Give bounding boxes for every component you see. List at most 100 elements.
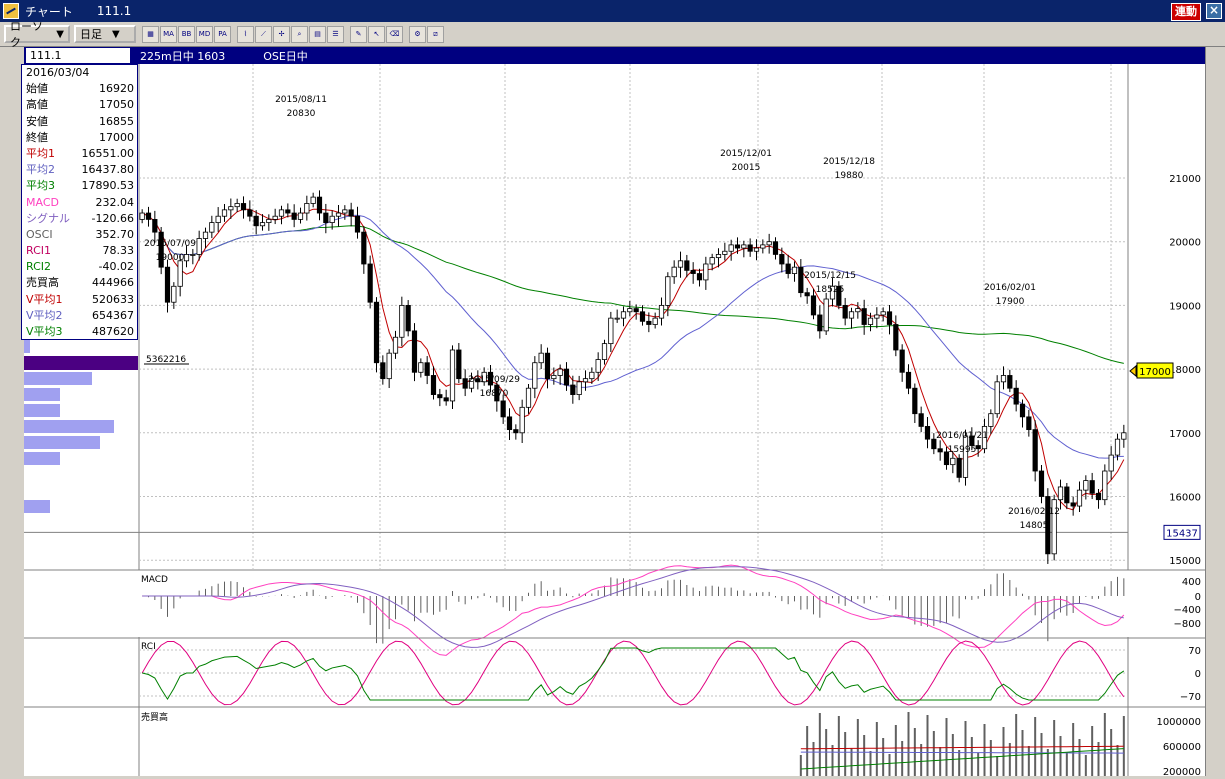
candle-type-dropdown[interactable]: ローソク ▼ [4,20,70,49]
pen-icon[interactable]: ✎ [350,25,367,43]
candle-body [177,260,183,287]
print-icon[interactable]: ▤ [309,25,326,43]
volume-profile-bar [24,420,114,433]
candle-body [766,241,772,246]
candle-body [722,250,728,255]
candle-body [139,212,145,220]
candle-body [443,397,449,402]
candle-body [867,317,874,325]
cursor-icon[interactable]: ✢ [273,25,290,43]
chart-type-icon[interactable]: ▦ [142,25,159,43]
candle-body [202,231,209,239]
candle-body [532,362,538,389]
annotation-value: 16870 [480,389,509,399]
candle-body [709,257,715,265]
macd-tick-label: −400 [1174,605,1201,616]
candle-body [481,371,487,383]
panel-row-value: 17050 [99,98,134,112]
candle-body [297,212,304,220]
data-panel: 2016/03/04 始値 16920 高値 17050 安値 16855 終値 17000 平… [21,64,138,340]
candle-body [551,375,557,380]
code-field[interactable]: 111.1 [26,48,130,63]
panel-row-label: 始値 [26,82,48,96]
period-dropdown[interactable]: 日足 ▼ [74,25,136,43]
panel-row-label: V平均3 [26,325,63,338]
candle-body [665,276,671,306]
candle-body [1070,502,1076,507]
panel-row-value: 16437.80 [81,163,135,177]
md-icon[interactable]: MD [196,25,213,43]
panel-row-label: RCI2 [26,260,52,274]
ose-label: OSE日中 [263,49,308,63]
panel-row: 終値 17000 [22,130,137,146]
zoom-icon[interactable]: ⌕ [291,25,308,43]
panel-row-label: シグナル [26,211,70,225]
close-icon[interactable]: × [1206,3,1222,19]
panel-row-value: -120.66 [91,211,134,225]
candle-body [741,244,747,249]
candle-body [519,406,525,434]
volume-tick-label: 1000000 [1156,717,1201,728]
candle-body [1102,470,1108,501]
vma2-line [800,751,1124,754]
panel-row: 安値 16855 [22,114,137,130]
candle-body [994,381,1000,415]
pa-icon[interactable]: PA [214,25,231,43]
volume-label: 売買高 [141,711,168,723]
bb-icon[interactable]: BB [178,25,195,43]
line-icon[interactable]: ⌇ [237,25,254,43]
candle-body [272,215,278,220]
candle-body [975,445,981,450]
candle-body [658,304,665,319]
settings-icon[interactable]: ⚙ [409,25,426,43]
candle-body [836,285,842,306]
candle-body [684,260,690,271]
fibo-icon[interactable]: ⟋ [255,25,272,43]
eraser-icon[interactable]: ⌫ [386,25,403,43]
panel-row: 売買高 444966 [22,275,137,291]
candle-body [1019,403,1026,418]
panel-row: OSCI 352.70 [22,227,137,243]
annotation-date: 2015/07/09 [144,239,196,249]
candle-body [829,285,836,300]
candle-body [399,304,405,338]
current-price-box [1136,362,1174,379]
candle-body [310,196,316,204]
candle-body [842,304,848,319]
candle-body [931,438,937,450]
candle-body [158,231,164,268]
panel-row-label: 高値 [26,98,48,112]
pointer-icon[interactable]: ↖ [368,25,385,43]
panel-row-label: RCI1 [26,244,52,258]
candle-body [506,416,513,431]
link-badge[interactable]: 連動 [1171,3,1201,21]
candle-body [791,266,798,274]
panel-row: MACD 232.04 [22,195,137,211]
rci-tick-label: 70 [1188,646,1201,657]
chart-app-icon [3,3,19,19]
ma-icon[interactable]: MA [160,25,177,43]
volume-tick-label: 200000 [1163,767,1201,776]
table-icon[interactable]: ☰ [327,25,344,43]
price-chart-svg[interactable]: 2100020000190001800017000160001500015437… [24,64,1205,778]
right-scrollbar[interactable] [1205,47,1225,776]
annotation-date: 2015/08/11 [275,95,327,105]
macd-label: MACD [141,575,168,585]
annotation-date: 2015/12/18 [823,157,875,167]
candle-type-label: ローソク [10,20,43,49]
annotation-value: 15995 [948,445,977,455]
macd-pane [24,570,1205,637]
ref-price-label: 15437 [1166,528,1198,539]
panel-row-value: 16551.00 [81,146,135,160]
chart-area[interactable]: 21000 20000 19000 18000 17000 16000 15000 15437… [24,64,1205,778]
candle-body [418,362,424,373]
rci-tick-label: −70 [1180,692,1201,703]
candle-body [981,426,988,450]
panel-row-label: V平均1 [26,292,63,306]
volume-profile-bar [24,356,138,370]
annotation-value: 20830 [287,109,316,119]
hide-icon[interactable]: ⧄ [427,25,444,43]
chevron-down-icon: ▼ [112,28,120,40]
panel-row: V平均1 520633 [22,292,137,308]
candle-body [367,263,373,303]
